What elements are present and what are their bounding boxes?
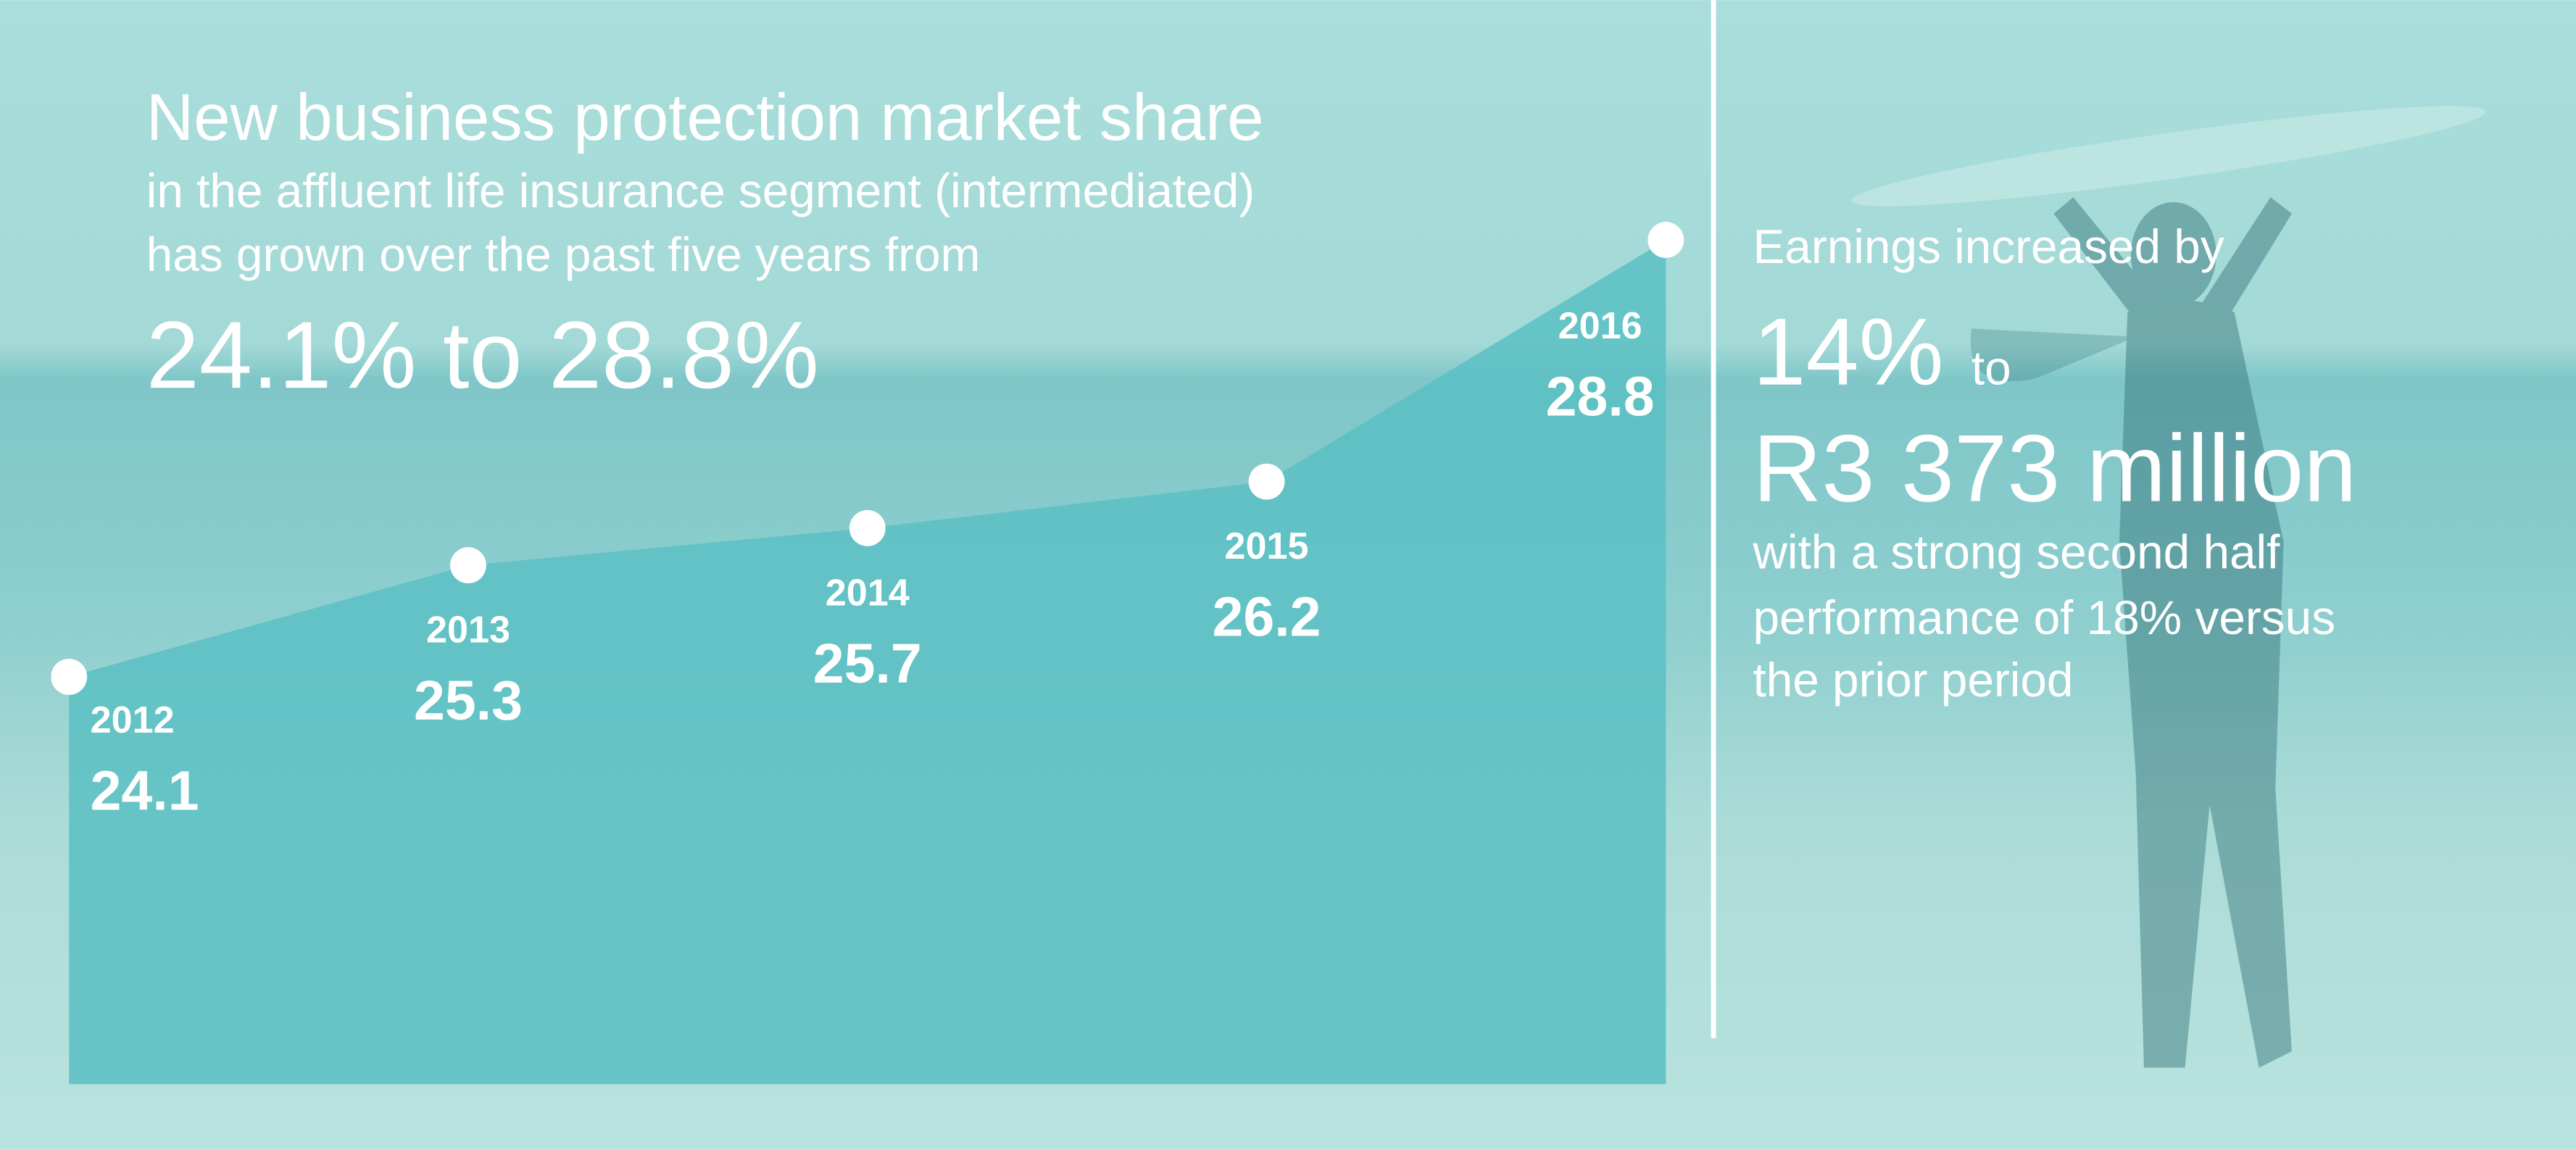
value-label: 25.3 <box>414 670 523 732</box>
category-label: 2016 <box>1558 305 1642 347</box>
surfer-silhouette <box>1851 106 2486 1068</box>
data-point <box>51 659 88 695</box>
value-label: 24.1 <box>91 760 199 822</box>
plot-area: 2012 24.1 2013 25.3 2014 25.7 2015 26.2 2016 28.8 <box>51 222 1684 1085</box>
value-label: 26.2 <box>1213 586 1321 649</box>
panel-body: the prior period <box>1753 653 2073 707</box>
panel-figure: 14% <box>1753 299 1943 405</box>
panel-body: with a strong second half <box>1752 525 2280 578</box>
highlight: 24.1% to 28.8% <box>146 301 819 408</box>
panel-connector: to <box>1972 341 2011 395</box>
panel-body: performance of 18% versus <box>1753 591 2335 644</box>
chart-subtitle: in the affluent life insurance segment (… <box>146 164 1255 217</box>
data-point <box>1648 222 1684 259</box>
value-label: 25.7 <box>813 633 922 695</box>
category-label: 2013 <box>426 609 510 651</box>
data-point <box>450 547 486 584</box>
data-point <box>849 509 886 546</box>
value-label: 28.8 <box>1546 366 1655 428</box>
panel-amount: R3 373 million <box>1753 415 2356 522</box>
area <box>69 240 1666 1085</box>
chart-title: New business protection market share <box>146 81 1264 154</box>
category-label: 2012 <box>91 699 175 741</box>
panel-lead: Earnings increased by <box>1753 220 2224 273</box>
data-point <box>1248 463 1285 500</box>
category-label: 2015 <box>1225 525 1309 567</box>
chart-subtitle: has grown over the past five years from <box>146 228 981 281</box>
category-label: 2014 <box>826 572 910 614</box>
